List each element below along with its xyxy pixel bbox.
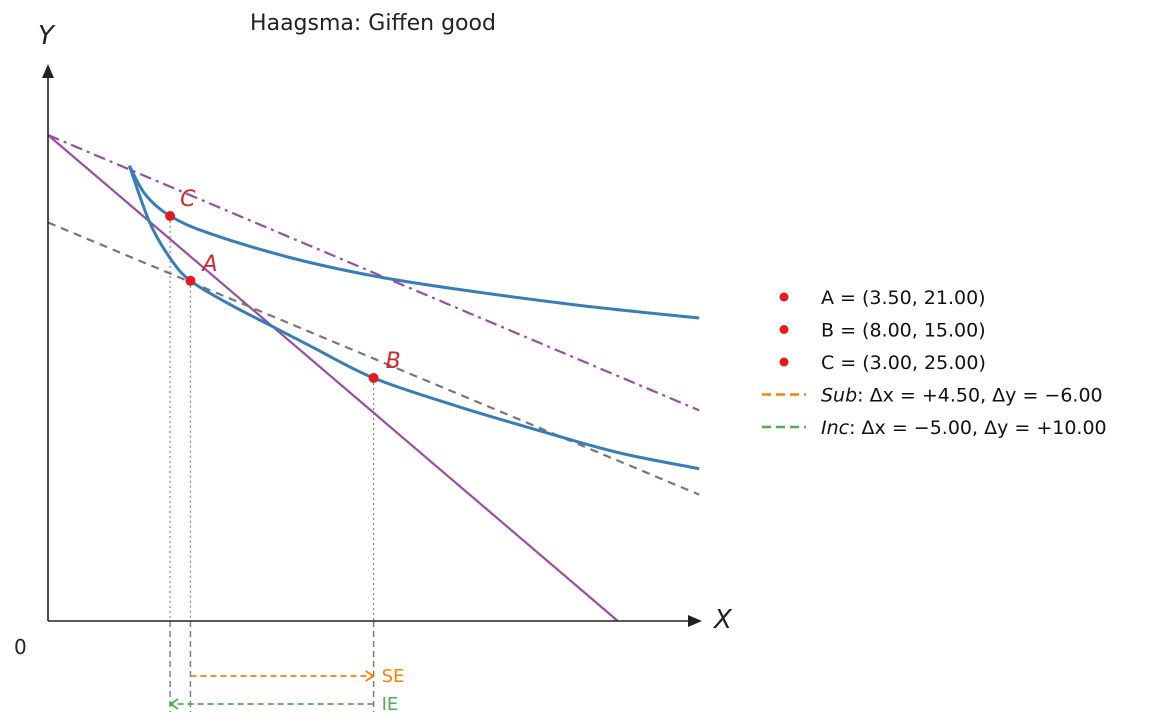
- effect-arrowhead-IE: [168, 698, 179, 710]
- effect-arrowhead-SE: [365, 670, 376, 682]
- plot-area: A B C: [48, 133, 700, 712]
- indifference-curves: [127, 165, 700, 471]
- budget-line-dashed: [48, 221, 700, 496]
- point-label-B: B: [386, 349, 401, 374]
- indifference-curve-2: [127, 165, 700, 471]
- axes: X Y 0: [14, 21, 733, 659]
- point-A: [185, 275, 196, 286]
- origin-label: 0: [14, 635, 27, 659]
- effect-arrows: SE IE: [168, 666, 405, 715]
- legend-entry-C: C = (3.00, 25.00): [821, 352, 986, 374]
- y-axis-label: Y: [38, 21, 56, 51]
- chart-title: Haagsma: Giffen good: [250, 11, 496, 36]
- legend-marker-A: [779, 292, 789, 302]
- point-B: [368, 373, 379, 383]
- x-axis-arrow: [688, 615, 702, 627]
- indifference-curve-1: [128, 165, 700, 320]
- y-axis-arrow: [42, 64, 54, 78]
- effect-label-IE: IE: [382, 694, 399, 715]
- point-label-C: C: [180, 187, 196, 212]
- point-C: [165, 211, 176, 221]
- budget-line-dash-dot: [48, 133, 700, 412]
- legend-entry-Sub: Sub: Δx = +4.50, Δy = −6.00: [821, 385, 1103, 407]
- budget-lines: [48, 133, 700, 622]
- legend-marker-B: [779, 325, 789, 334]
- legend-entry-B: B = (8.00, 15.00): [821, 320, 986, 342]
- legend-entry-A: A = (3.50, 21.00): [821, 287, 986, 309]
- bundle-points: A B C: [165, 187, 401, 383]
- legend-entry-Inc: Inc: Δx = −5.00, Δy = +10.00: [821, 417, 1107, 439]
- legend: A = (3.50, 21.00) B = (8.00, 15.00) C = (3…: [762, 287, 1107, 439]
- legend-marker-C: [779, 357, 789, 367]
- point-label-A: A: [200, 252, 217, 277]
- guide-lines: [169, 216, 375, 712]
- effect-label-SE: SE: [382, 666, 405, 687]
- x-axis-label: X: [712, 605, 733, 635]
- budget-line-solid: [48, 134, 619, 622]
